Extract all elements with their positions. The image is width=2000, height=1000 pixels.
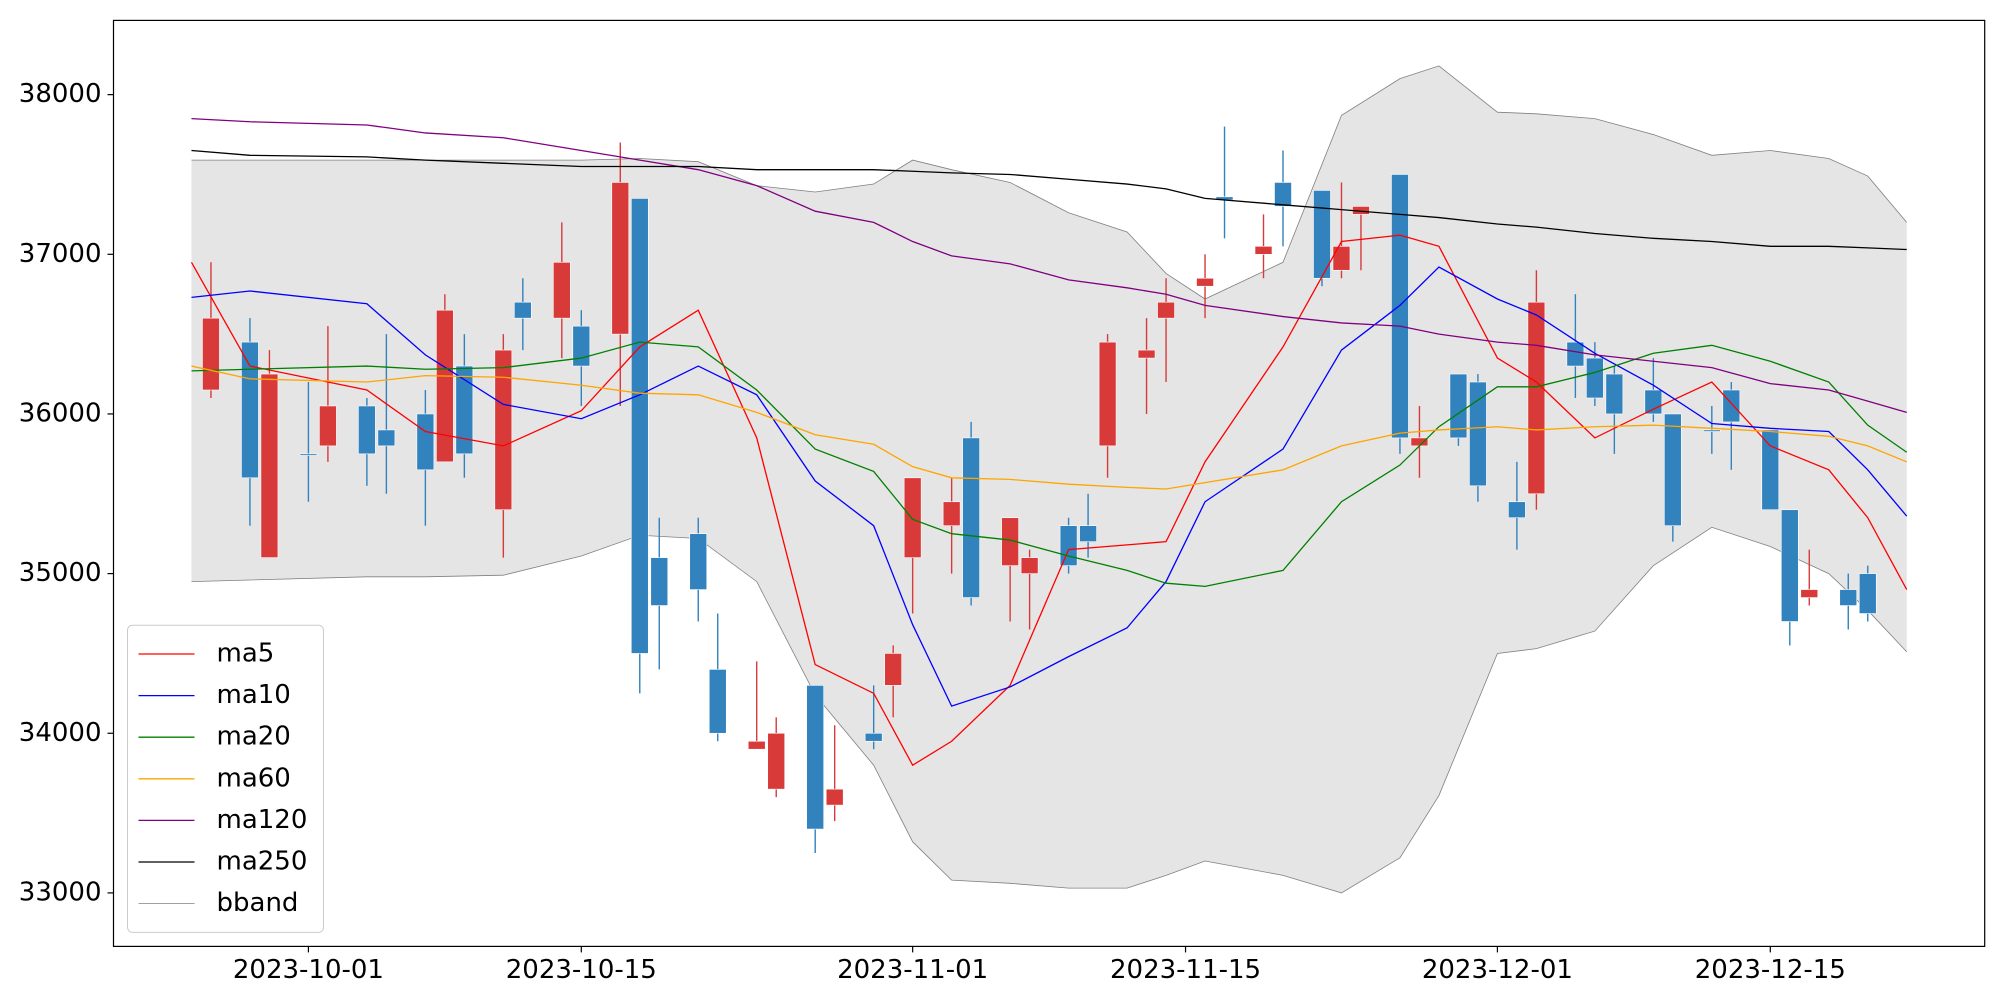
candle-body [1605, 373, 1624, 415]
legend-label: ma60 [217, 763, 291, 793]
legend-label: ma10 [217, 680, 291, 710]
x-tick-label: 2023-11-15 [1110, 955, 1261, 985]
candle-body [299, 453, 318, 456]
x-tick-label: 2023-12-01 [1422, 955, 1573, 985]
legend-label: ma20 [217, 722, 291, 752]
candle-body [864, 732, 883, 742]
candle-body [1800, 589, 1819, 598]
candle-body [1001, 517, 1019, 566]
candle-body [767, 732, 786, 790]
candle-body [241, 341, 259, 479]
x-tick-label: 2023-10-15 [506, 955, 657, 985]
candle-body [1644, 389, 1663, 415]
legend-box [127, 624, 324, 933]
candle-body [747, 740, 766, 750]
legend-label: bband [217, 888, 299, 918]
candle-body [689, 533, 708, 590]
candle-body [572, 325, 591, 367]
x-tick-label: 2023-10-01 [233, 955, 384, 985]
legend: ma5 ma10 ma20 ma60 ma120 ma250 bband [127, 624, 324, 933]
candle-body [1196, 277, 1214, 287]
ma-line [191, 341, 1908, 588]
y-tick-label: 38000 [19, 79, 102, 109]
candle-body [494, 349, 513, 511]
candle-body [1586, 357, 1604, 399]
y-tick-label: 35000 [19, 558, 102, 588]
candle-body [1722, 389, 1741, 423]
candle-body [825, 788, 844, 806]
candle-body [611, 182, 630, 335]
y-tick-label: 36000 [19, 398, 102, 428]
legend-label: ma120 [217, 805, 308, 835]
candle-body [1469, 381, 1487, 487]
candle-body [708, 669, 727, 734]
candle-body [1410, 437, 1429, 447]
y-tick-label: 33000 [19, 877, 102, 907]
candle-body [358, 405, 376, 455]
candle-body [1858, 573, 1877, 614]
candle-body [455, 365, 474, 455]
x-tick-label: 2023-12-15 [1695, 955, 1846, 985]
candle-body [514, 301, 532, 319]
x-tick-label: 2023-11-01 [837, 955, 988, 985]
bband-lower [191, 526, 1908, 894]
candle-body [1839, 589, 1858, 606]
candle-body [962, 437, 980, 598]
bband-area [191, 65, 1907, 893]
candle-body [1274, 182, 1292, 207]
legend-label: ma5 [217, 639, 275, 669]
candle-body [319, 405, 337, 447]
candle-body [377, 429, 396, 447]
candle-body [260, 373, 279, 558]
candle-body [1079, 525, 1097, 542]
y-tick-label: 34000 [19, 718, 102, 748]
ma-line [191, 365, 1907, 490]
candle-body [1761, 429, 1780, 511]
candle-body [884, 653, 902, 686]
bband-upper [191, 65, 1908, 300]
y-tick-label: 37000 [19, 239, 102, 269]
candle-body [1664, 413, 1682, 527]
ma-line [191, 117, 1907, 413]
plot-frame [112, 19, 1986, 947]
candle-body [416, 413, 435, 471]
candle-body [1157, 301, 1175, 319]
candle-body [1313, 190, 1331, 279]
candle-body [1059, 525, 1078, 566]
ma-line [190, 234, 1908, 767]
ma-line [191, 266, 1908, 707]
candle-body [1098, 341, 1117, 447]
candle-body [1254, 246, 1273, 255]
candle-body [903, 477, 922, 558]
candle-body [1449, 373, 1468, 439]
candle-body [202, 317, 220, 391]
ma-line [191, 149, 1907, 251]
candle-body [1703, 429, 1721, 432]
candle-body [1137, 349, 1156, 359]
candle-body [1508, 501, 1526, 519]
candle-body [650, 557, 669, 606]
candle-body [806, 685, 825, 830]
candle-body [942, 501, 961, 527]
candle-body [1020, 557, 1039, 574]
candle-body [436, 309, 454, 463]
candle-body [1332, 246, 1351, 271]
candle-body [553, 261, 571, 319]
candle-body [1780, 509, 1799, 622]
candle-body [1566, 341, 1585, 367]
candle-body [630, 198, 649, 654]
candle-body [1527, 301, 1546, 495]
legend-label: ma250 [217, 847, 308, 877]
